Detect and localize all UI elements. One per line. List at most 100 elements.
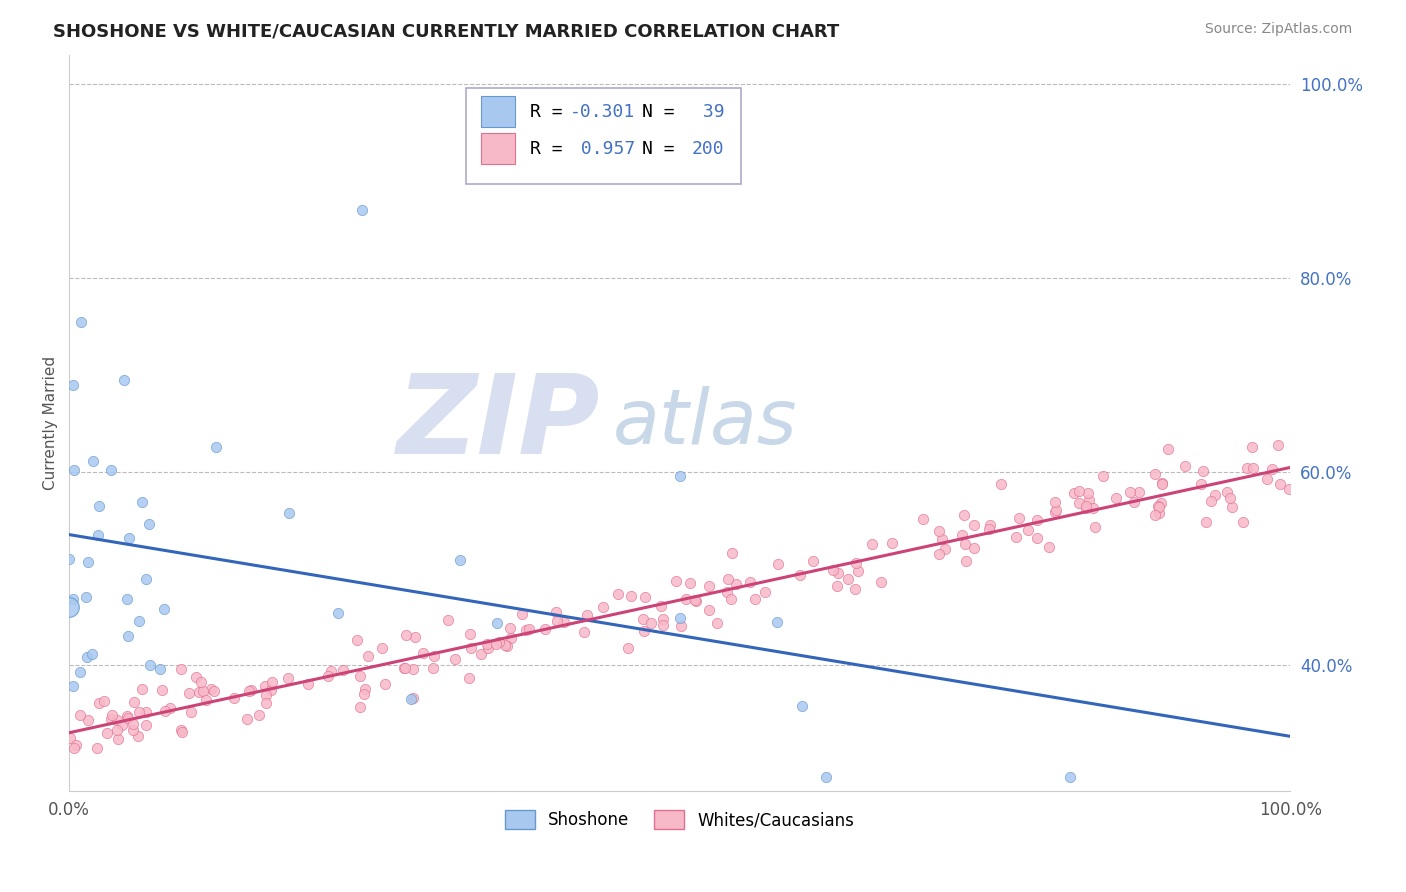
Point	[159, 701, 181, 715]
Point	[458, 627, 481, 641]
Point	[332, 663, 354, 677]
Point	[122, 723, 145, 737]
Point	[720, 546, 742, 560]
Point	[815, 770, 838, 784]
Point	[1076, 500, 1098, 514]
Point	[754, 585, 776, 599]
Point	[801, 553, 824, 567]
FancyBboxPatch shape	[465, 88, 741, 184]
Point	[111, 718, 134, 732]
Point	[190, 675, 212, 690]
Point	[63, 462, 86, 476]
Point	[962, 541, 984, 556]
Point	[170, 662, 193, 676]
Point	[790, 699, 813, 714]
Point	[86, 527, 108, 541]
Point	[979, 522, 1001, 536]
Point	[825, 579, 848, 593]
Point	[96, 726, 118, 740]
Point	[952, 508, 974, 522]
Point	[437, 613, 460, 627]
Point	[633, 624, 655, 638]
Point	[394, 661, 416, 675]
Point	[1122, 495, 1144, 509]
Point	[100, 712, 122, 726]
Point	[238, 683, 260, 698]
Point	[517, 622, 540, 636]
Point	[1195, 515, 1218, 529]
Point	[716, 585, 738, 599]
Point	[62, 679, 84, 693]
Point	[460, 641, 482, 656]
Point	[170, 723, 193, 738]
Text: 200: 200	[692, 140, 724, 158]
Point	[65, 738, 87, 752]
Point	[789, 568, 811, 582]
Point	[1077, 486, 1099, 500]
Point	[135, 718, 157, 732]
Point	[725, 576, 748, 591]
Point	[77, 555, 100, 569]
Point	[477, 637, 499, 651]
Point	[402, 661, 425, 675]
Point	[1192, 464, 1215, 478]
Point	[640, 615, 662, 630]
Point	[153, 602, 176, 616]
Point	[115, 591, 138, 606]
Point	[768, 557, 790, 571]
Point	[112, 373, 135, 387]
Text: atlas: atlas	[613, 386, 797, 460]
Point	[1268, 477, 1291, 491]
Point	[1241, 461, 1264, 475]
Point	[58, 551, 80, 566]
Point	[184, 670, 207, 684]
Point	[546, 614, 568, 628]
Point	[349, 700, 371, 714]
Point	[846, 564, 869, 578]
Point	[738, 575, 761, 590]
Point	[76, 713, 98, 727]
Point	[105, 713, 128, 727]
Point	[544, 605, 567, 619]
Point	[1038, 541, 1060, 555]
Point	[668, 469, 690, 483]
Point	[70, 314, 93, 328]
Point	[1143, 467, 1166, 481]
Point	[150, 682, 173, 697]
Point	[1069, 496, 1091, 510]
Point	[1017, 523, 1039, 537]
Point	[1189, 477, 1212, 491]
Point	[683, 592, 706, 607]
Point	[105, 723, 128, 737]
Point	[1059, 770, 1081, 784]
Point	[260, 675, 283, 690]
Point	[1199, 494, 1222, 508]
Point	[669, 619, 692, 633]
Point	[1005, 530, 1028, 544]
Point	[101, 708, 124, 723]
Point	[75, 590, 97, 604]
Text: ZIP: ZIP	[396, 369, 600, 476]
Point	[260, 683, 283, 698]
Point	[766, 615, 789, 629]
Point	[1078, 492, 1101, 507]
Point	[371, 641, 394, 656]
Point	[1105, 491, 1128, 505]
Point	[457, 671, 479, 685]
Point	[76, 649, 98, 664]
Point	[1232, 515, 1254, 529]
Point	[934, 542, 956, 557]
Bar	[481, 96, 515, 128]
Point	[1043, 495, 1066, 509]
Point	[127, 729, 149, 743]
Point	[744, 592, 766, 607]
Legend: Shoshone, Whites/Caucasians: Shoshone, Whites/Caucasians	[498, 804, 862, 836]
Point	[617, 641, 640, 656]
Point	[553, 615, 575, 629]
Text: SHOSHONE VS WHITE/CAUCASIAN CURRENTLY MARRIED CORRELATION CHART: SHOSHONE VS WHITE/CAUCASIAN CURRENTLY MA…	[53, 22, 839, 40]
Point	[138, 517, 160, 532]
Point	[485, 637, 508, 651]
Point	[222, 691, 245, 706]
Point	[1067, 483, 1090, 498]
Point	[277, 671, 299, 685]
